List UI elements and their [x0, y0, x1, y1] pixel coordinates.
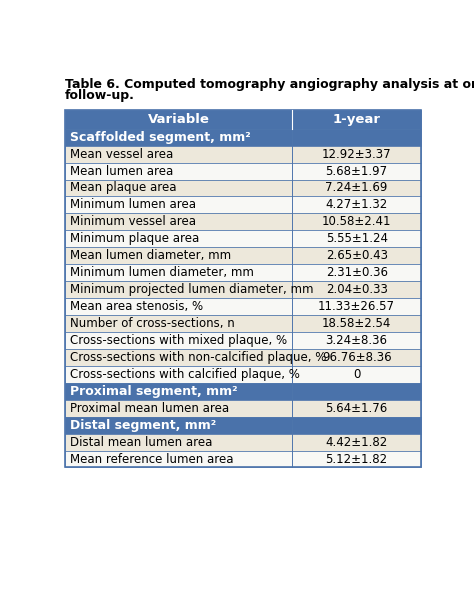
Text: 4.27±1.32: 4.27±1.32	[326, 199, 388, 211]
Bar	[64, 400, 292, 417]
Bar	[64, 366, 292, 383]
Bar	[64, 196, 292, 213]
Bar	[292, 264, 421, 281]
Text: Cross-sections with calcified plaque, %: Cross-sections with calcified plaque, %	[70, 368, 300, 381]
Bar	[292, 315, 421, 332]
Text: 10.58±2.41: 10.58±2.41	[322, 216, 392, 228]
Bar	[64, 417, 292, 434]
Text: Mean area stenosis, %: Mean area stenosis, %	[70, 300, 203, 313]
Text: Minimum plaque area: Minimum plaque area	[70, 233, 200, 245]
Bar	[64, 349, 292, 366]
Text: Cross-sections with mixed plaque, %: Cross-sections with mixed plaque, %	[70, 334, 287, 347]
Bar	[292, 247, 421, 264]
Bar	[64, 179, 292, 196]
Bar	[64, 146, 292, 162]
Bar	[64, 332, 292, 349]
Text: Mean lumen diameter, mm: Mean lumen diameter, mm	[70, 249, 231, 262]
Bar	[64, 264, 292, 281]
Text: 96.76±8.36: 96.76±8.36	[322, 351, 392, 364]
Bar	[292, 417, 421, 434]
Text: Mean lumen area: Mean lumen area	[70, 164, 173, 178]
Bar	[64, 162, 292, 179]
Text: 12.92±3.37: 12.92±3.37	[322, 147, 392, 161]
Text: Distal mean lumen area: Distal mean lumen area	[70, 435, 212, 449]
Bar	[64, 110, 292, 129]
Text: Distal segment, mm²: Distal segment, mm²	[70, 419, 216, 432]
Bar	[64, 383, 292, 400]
Bar	[292, 366, 421, 383]
Text: 18.58±2.54: 18.58±2.54	[322, 317, 392, 330]
Text: Scaffolded segment, mm²: Scaffolded segment, mm²	[70, 130, 251, 144]
Bar	[64, 434, 292, 451]
Text: Proximal mean lumen area: Proximal mean lumen area	[70, 402, 229, 415]
Text: 11.33±26.57: 11.33±26.57	[318, 300, 395, 313]
Bar	[292, 383, 421, 400]
Text: 1-year: 1-year	[333, 113, 381, 126]
Text: Mean vessel area: Mean vessel area	[70, 147, 173, 161]
Text: 5.68±1.97: 5.68±1.97	[326, 164, 388, 178]
Text: Mean reference lumen area: Mean reference lumen area	[70, 452, 234, 466]
Bar	[64, 451, 292, 467]
Text: 5.12±1.82: 5.12±1.82	[326, 452, 388, 466]
Text: Cross-sections with non-calcified plaque, %: Cross-sections with non-calcified plaque…	[70, 351, 327, 364]
Bar	[292, 400, 421, 417]
Bar	[292, 196, 421, 213]
Text: 2.04±0.33: 2.04±0.33	[326, 283, 388, 296]
Text: Minimum lumen area: Minimum lumen area	[70, 199, 196, 211]
Text: 3.24±8.36: 3.24±8.36	[326, 334, 388, 347]
Bar	[292, 162, 421, 179]
Bar	[292, 281, 421, 298]
Bar	[292, 146, 421, 162]
Bar	[64, 315, 292, 332]
Text: 5.55±1.24: 5.55±1.24	[326, 233, 388, 245]
Bar	[292, 298, 421, 315]
Bar	[64, 110, 421, 467]
Text: 5.64±1.76: 5.64±1.76	[326, 402, 388, 415]
Text: 4.42±1.82: 4.42±1.82	[326, 435, 388, 449]
Text: Table 6. Computed tomography angiography analysis at one-year: Table 6. Computed tomography angiography…	[64, 78, 474, 91]
Bar	[292, 230, 421, 247]
Text: follow-up.: follow-up.	[64, 89, 135, 103]
Text: 7.24±1.69: 7.24±1.69	[326, 181, 388, 194]
Bar	[292, 451, 421, 467]
Text: 2.65±0.43: 2.65±0.43	[326, 249, 388, 262]
Text: 2.31±0.36: 2.31±0.36	[326, 266, 388, 279]
Text: Variable: Variable	[147, 113, 210, 126]
Text: 0: 0	[353, 368, 360, 381]
Bar	[64, 281, 292, 298]
Bar	[292, 213, 421, 230]
Bar	[64, 129, 292, 146]
Bar	[64, 213, 292, 230]
Bar	[292, 179, 421, 196]
Bar	[292, 434, 421, 451]
Text: Mean plaque area: Mean plaque area	[70, 181, 177, 194]
Bar	[292, 129, 421, 146]
Bar	[292, 349, 421, 366]
Text: Number of cross-sections, n: Number of cross-sections, n	[70, 317, 235, 330]
Bar	[292, 110, 421, 129]
Text: Minimum vessel area: Minimum vessel area	[70, 216, 196, 228]
Text: Minimum lumen diameter, mm: Minimum lumen diameter, mm	[70, 266, 254, 279]
Text: Proximal segment, mm²: Proximal segment, mm²	[70, 385, 238, 398]
Bar	[64, 247, 292, 264]
Bar	[292, 332, 421, 349]
Bar	[64, 230, 292, 247]
Text: Minimum projected lumen diameter, mm: Minimum projected lumen diameter, mm	[70, 283, 314, 296]
Bar	[64, 298, 292, 315]
